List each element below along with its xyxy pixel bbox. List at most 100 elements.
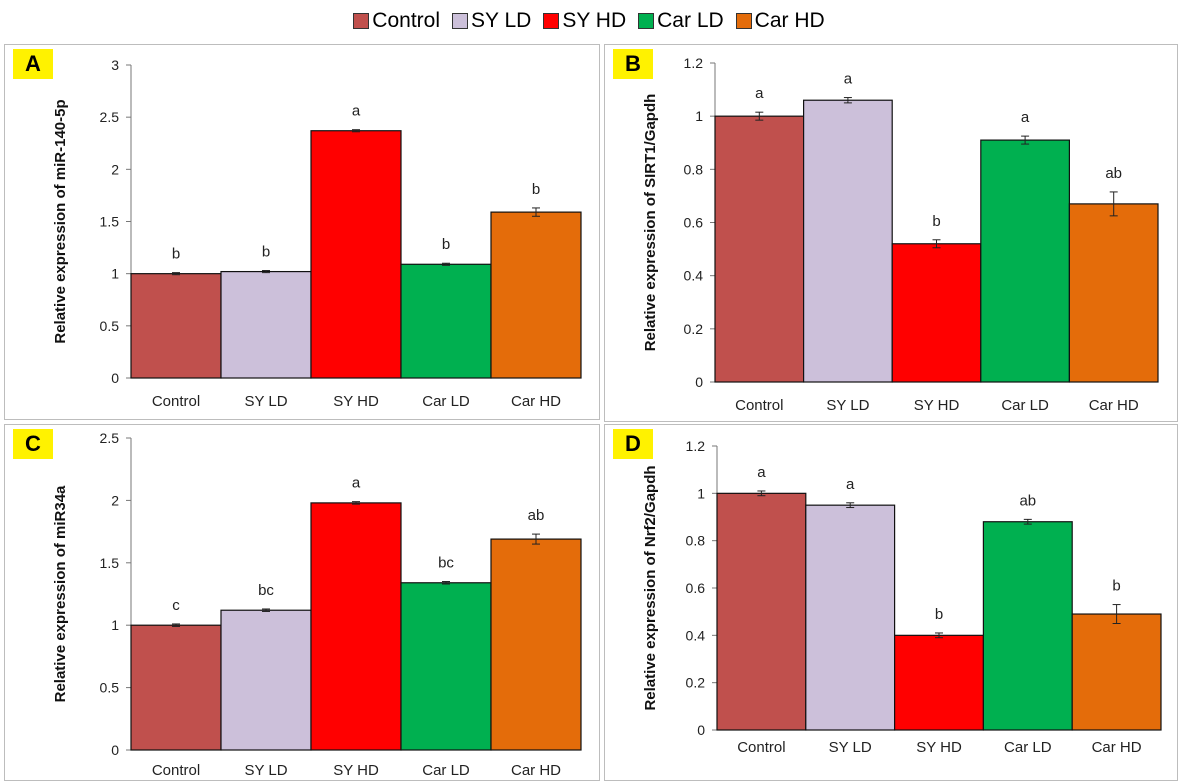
significance-label: a (757, 464, 766, 481)
bar (716, 492, 807, 731)
bar (803, 99, 893, 383)
x-tick-label: SY LD (244, 762, 287, 779)
legend-item-car-hd: Car HD (735, 9, 825, 33)
significance-label: a (844, 71, 853, 88)
legend-swatch (735, 13, 752, 29)
y-tick-label: 0.6 (684, 215, 704, 231)
y-tick-label: 0 (695, 374, 703, 390)
y-axis-label: Relative expression of miR34a (52, 485, 69, 702)
bar (310, 130, 402, 379)
y-tick-label: 2.5 (100, 430, 120, 446)
x-tick-label: Car HD (1089, 397, 1139, 414)
y-tick-label: 0.6 (686, 580, 706, 596)
legend-swatch (353, 13, 370, 29)
y-tick-label: 0.8 (686, 533, 706, 549)
y-tick-label: 1 (111, 617, 119, 633)
bar (490, 538, 582, 751)
significance-label: a (352, 103, 361, 120)
significance-label: b (532, 181, 540, 198)
bar (400, 263, 492, 379)
bar (894, 634, 985, 731)
bar (130, 624, 222, 751)
x-tick-label: Car HD (511, 762, 561, 779)
significance-label: b (932, 213, 940, 230)
y-axis-label: Relative expression of Nrf2/Gapdh (642, 465, 659, 710)
y-tick-label: 1.2 (684, 55, 704, 71)
y-tick-label: 0 (697, 722, 705, 738)
x-tick-label: Control (152, 393, 200, 410)
significance-label: ab (1019, 492, 1036, 509)
y-axis-label: Relative expression of miR-140-5p (52, 99, 69, 343)
x-tick-label: SY HD (333, 762, 379, 779)
y-tick-label: 1 (697, 485, 705, 501)
y-tick-label: 2 (111, 492, 119, 508)
x-tick-label: SY LD (829, 739, 872, 756)
y-tick-label: 0.5 (100, 318, 120, 334)
bar-chart-a: 0 0.5 1 1.5 2 2.5 3 Relative expression of miR-… (52, 57, 582, 410)
y-tick-label: 0.5 (100, 680, 120, 696)
legend-swatch (638, 13, 655, 29)
x-tick-label: SY HD (914, 397, 960, 414)
legend-label: Control (372, 9, 440, 32)
significance-label: ab (528, 507, 545, 524)
significance-label: ab (1105, 165, 1122, 182)
bar (714, 115, 805, 383)
x-tick-label: Control (735, 397, 783, 414)
bar (130, 273, 222, 379)
bar-chart-c: 0 0.5 1 1.5 2 2.5 Relative expression of miR34… (52, 430, 582, 779)
chart-panel-c: C 0 0.5 1 1.5 2 2.5 Relative expression of miR… (4, 424, 600, 781)
y-tick-label: 0.2 (686, 675, 706, 691)
y-tick-label: 3 (111, 57, 119, 73)
bar-chart-b: 0 0.2 0.4 0.6 0.8 1 1.2 Relative expression of … (642, 55, 1159, 414)
y-tick-label: 1.5 (100, 214, 120, 230)
bar (400, 582, 492, 751)
significance-label: b (442, 236, 450, 253)
bar (220, 609, 312, 751)
significance-label: c (172, 597, 180, 614)
significance-label: a (846, 476, 855, 493)
significance-label: b (1112, 578, 1120, 595)
bar (310, 502, 402, 751)
panel-label-c: C (13, 429, 53, 459)
x-tick-label: Car LD (422, 393, 470, 410)
legend-swatch (452, 13, 468, 29)
chart-legend: Control SY LD SY HD Car LD Car HD (0, 6, 1178, 36)
x-tick-label: Car LD (1004, 739, 1052, 756)
x-tick-label: SY HD (916, 739, 962, 756)
y-tick-label: 1.2 (686, 438, 706, 454)
y-tick-label: 2.5 (100, 109, 120, 125)
bar (980, 139, 1070, 383)
significance-label: a (755, 85, 764, 102)
bar (891, 243, 982, 383)
legend-label: SY HD (562, 9, 627, 32)
legend-label: Car HD (754, 9, 825, 32)
y-tick-label: 0.2 (684, 321, 704, 337)
x-tick-label: SY LD (826, 397, 869, 414)
bar (490, 211, 582, 379)
y-tick-label: 2 (111, 161, 119, 177)
legend-label: Car LD (657, 9, 724, 32)
y-tick-label: 0.4 (686, 627, 706, 643)
legend-swatch (543, 13, 560, 29)
chart-panel-d: D 0 0.2 0.4 0.6 0.8 1 1.2 Relative expression o… (604, 424, 1178, 781)
legend-label: SY LD (471, 9, 532, 32)
significance-label: bc (438, 555, 454, 572)
panel-label-d: D (613, 429, 653, 459)
y-tick-label: 0.8 (684, 161, 704, 177)
y-tick-label: 1 (111, 266, 119, 282)
x-tick-label: Car LD (1001, 397, 1049, 414)
y-axis-label: Relative expression of SIRT1/Gapdh (642, 94, 659, 352)
legend-item-control: Control (353, 9, 440, 33)
legend-item-sy-hd: SY HD (543, 9, 626, 33)
x-tick-label: SY LD (244, 393, 287, 410)
x-tick-label: Car LD (422, 762, 470, 779)
panel-label-b: B (613, 49, 653, 79)
significance-label: b (935, 606, 943, 623)
x-tick-label: Control (737, 739, 785, 756)
x-tick-label: Car HD (1092, 739, 1142, 756)
panel-label-a: A (13, 49, 53, 79)
y-tick-label: 0 (111, 742, 119, 758)
significance-label: b (172, 246, 180, 263)
x-tick-label: SY HD (333, 393, 379, 410)
bar-chart-d: 0 0.2 0.4 0.6 0.8 1 1.2 Relative expression of … (642, 438, 1162, 756)
